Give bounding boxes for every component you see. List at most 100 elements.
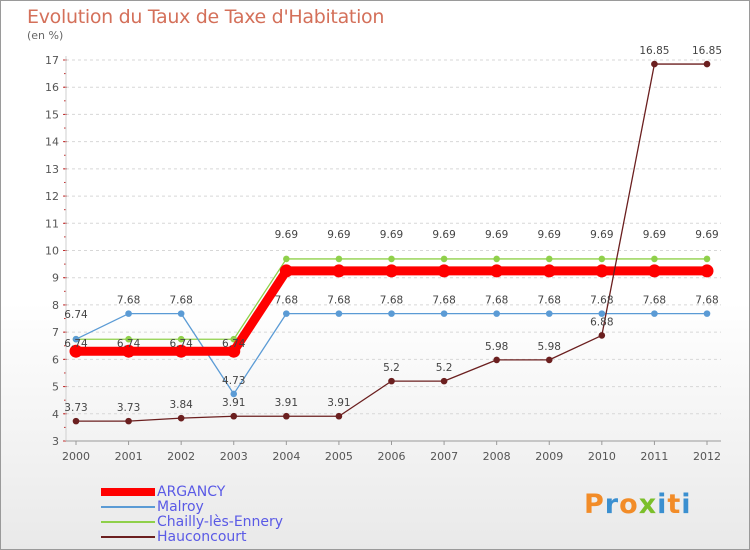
x-tick-label: 2012 bbox=[693, 450, 721, 463]
data-point bbox=[388, 310, 395, 317]
y-tick-label: 17 bbox=[45, 54, 59, 67]
data-label: 7.68 bbox=[117, 295, 140, 307]
y-tick-label: 6 bbox=[52, 353, 59, 366]
data-label: 6.74 bbox=[169, 338, 193, 350]
x-tick-label: 2008 bbox=[483, 450, 511, 463]
data-point bbox=[440, 310, 448, 317]
data-point bbox=[125, 310, 132, 317]
data-point bbox=[335, 255, 343, 263]
data-point bbox=[174, 344, 188, 358]
data-point bbox=[72, 335, 80, 343]
data-label: 3.73 bbox=[64, 402, 87, 414]
logo-letter: o bbox=[619, 489, 639, 520]
data-label: 7.68 bbox=[538, 295, 561, 307]
x-tick-label: 2006 bbox=[378, 450, 406, 463]
data-point bbox=[545, 255, 553, 263]
data-point bbox=[388, 377, 395, 385]
x-tick-label: 2001 bbox=[115, 450, 143, 463]
data-point bbox=[651, 255, 658, 263]
data-label: 7.68 bbox=[432, 295, 455, 307]
y-tick-label: 11 bbox=[45, 217, 59, 230]
data-label: 3.91 bbox=[327, 397, 350, 409]
x-tick-label: 2007 bbox=[430, 450, 458, 463]
data-label: 9.69 bbox=[327, 229, 350, 241]
legend-swatch bbox=[101, 536, 155, 538]
y-tick-label: 3 bbox=[52, 435, 59, 448]
data-point bbox=[493, 255, 500, 263]
data-point bbox=[647, 264, 661, 278]
x-tick-label: 2003 bbox=[220, 450, 248, 463]
data-label: 7.68 bbox=[327, 295, 350, 307]
data-point bbox=[227, 344, 241, 358]
data-point bbox=[598, 310, 606, 317]
data-point bbox=[440, 377, 448, 385]
data-point bbox=[69, 344, 83, 358]
data-point bbox=[177, 310, 185, 317]
data-point bbox=[651, 60, 658, 68]
data-label: 5.98 bbox=[538, 341, 561, 353]
data-point bbox=[72, 417, 80, 425]
data-point bbox=[125, 335, 132, 343]
legend-label: Chailly-lès-Ennery bbox=[157, 514, 284, 530]
data-label: 9.69 bbox=[538, 229, 561, 241]
data-point bbox=[542, 264, 556, 278]
data-label: 5.2 bbox=[436, 362, 453, 374]
data-point bbox=[230, 390, 238, 398]
data-label: 3.84 bbox=[169, 399, 193, 411]
y-tick-label: 5 bbox=[52, 381, 59, 394]
y-tick-label: 15 bbox=[45, 108, 59, 121]
logo-letter: P bbox=[584, 489, 605, 520]
data-point bbox=[177, 414, 185, 422]
data-point bbox=[283, 310, 290, 317]
logo-letter: r bbox=[604, 489, 620, 520]
data-label: 9.69 bbox=[590, 229, 613, 241]
proxiti-logo: Proxiti bbox=[584, 489, 692, 520]
y-axis-unit-label: (en %) bbox=[27, 29, 64, 42]
data-point bbox=[493, 310, 500, 317]
data-point bbox=[651, 310, 658, 317]
data-label: 7.68 bbox=[485, 295, 508, 307]
y-tick-label: 9 bbox=[52, 272, 59, 285]
data-label: 9.69 bbox=[380, 229, 403, 241]
x-tick-label: 2009 bbox=[535, 450, 563, 463]
x-tick-label: 2004 bbox=[272, 450, 300, 463]
legend-label: Malroy bbox=[157, 499, 204, 515]
data-point bbox=[595, 264, 609, 278]
x-tick-label: 2005 bbox=[325, 450, 353, 463]
data-point bbox=[335, 412, 343, 420]
y-tick-label: 7 bbox=[52, 326, 59, 339]
data-point bbox=[598, 332, 606, 339]
data-point bbox=[388, 255, 395, 263]
data-point bbox=[598, 255, 606, 263]
data-label: 4.73 bbox=[222, 375, 245, 387]
x-tick-label: 2010 bbox=[588, 450, 616, 463]
data-point bbox=[490, 264, 504, 278]
data-point bbox=[545, 356, 553, 364]
data-label: 7.68 bbox=[169, 295, 192, 307]
legend-swatch bbox=[101, 521, 155, 523]
data-label: 9.69 bbox=[432, 229, 455, 241]
data-point bbox=[335, 310, 343, 317]
data-label: 7.68 bbox=[695, 295, 718, 307]
logo-letter: x bbox=[638, 489, 658, 520]
data-label: 7.68 bbox=[590, 295, 613, 307]
data-point bbox=[122, 344, 136, 358]
y-tick-label: 14 bbox=[45, 136, 59, 149]
y-tick-label: 16 bbox=[45, 81, 59, 94]
data-label: 6.74 bbox=[64, 309, 88, 321]
data-label: 7.68 bbox=[643, 295, 666, 307]
data-point bbox=[703, 310, 711, 317]
data-label: 6.74 bbox=[117, 338, 141, 350]
data-label: 9.69 bbox=[643, 229, 666, 241]
y-tick-label: 4 bbox=[52, 408, 59, 421]
y-tick-label: 12 bbox=[45, 190, 59, 203]
legend-label: Hauconcourt bbox=[157, 529, 247, 545]
x-tick-label: 2000 bbox=[62, 450, 90, 463]
data-point bbox=[545, 310, 553, 317]
logo-letter: i bbox=[681, 489, 692, 520]
chart-title: Evolution du Taux de Taxe d'Habitation bbox=[27, 6, 385, 28]
data-label: 3.91 bbox=[275, 397, 298, 409]
data-point bbox=[279, 264, 293, 278]
data-label: 16.85 bbox=[692, 45, 722, 57]
